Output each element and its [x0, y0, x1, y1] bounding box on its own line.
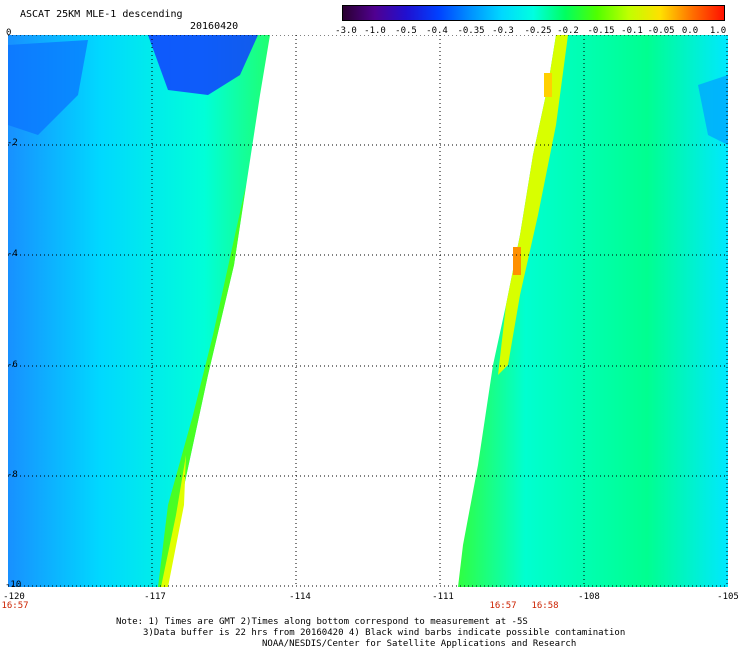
- right-swath-area: [458, 35, 728, 587]
- footnote-line-1: Note: 1) Times are GMT 2)Times along bot…: [116, 617, 528, 627]
- lon-tick-label: -108: [578, 592, 600, 602]
- lat-tick-label: -4: [7, 249, 18, 259]
- lon-tick-label: -105: [717, 592, 739, 602]
- right-swath-orange-spot: [544, 73, 552, 97]
- map-title: ASCAT 25KM MLE-1 descending: [20, 9, 183, 20]
- lon-tick-label: -120: [3, 592, 25, 602]
- lat-tick-label: 0: [6, 28, 12, 38]
- color-scale-label: -0.25: [524, 26, 552, 36]
- right-swath-blue-patch: [698, 75, 728, 145]
- swath-time-label: 16:57: [1, 601, 29, 611]
- color-scale-label: -0.05: [647, 26, 675, 36]
- footnote-credit: NOAA/NESDIS/Center for Satellite Applica…: [262, 639, 577, 649]
- color-scale-label: -3.0: [335, 26, 357, 36]
- color-scale-label: -1.0: [364, 26, 386, 36]
- lon-tick-label: -114: [289, 592, 311, 602]
- left-swath-area: [8, 35, 270, 587]
- right-swath-orange-spot: [513, 247, 521, 275]
- lon-tick-label: -117: [144, 592, 166, 602]
- color-scale-label: -0.15: [587, 26, 615, 36]
- color-scale-label: -0.3: [492, 26, 514, 36]
- left-swath-blue-patch: [8, 40, 88, 135]
- lon-tick-label: -111: [432, 592, 454, 602]
- color-scale-labels: -3.0 -1.0 -0.5 -0.4 -0.35 -0.3 -0.25 -0.…: [0, 26, 740, 38]
- left-swath-green-edge: [158, 185, 246, 587]
- left-swath-blue-patch: [148, 35, 258, 95]
- swath-time-label: 16:58: [531, 601, 559, 611]
- lat-tick-label: -8: [7, 470, 18, 480]
- lat-tick-label: -10: [5, 580, 22, 590]
- lat-tick-label: -6: [7, 360, 18, 370]
- color-scale-label: -0.2: [557, 26, 579, 36]
- color-scale-bar: [342, 5, 725, 21]
- wind-field-map: [8, 35, 728, 587]
- color-scale-label: 1.0: [709, 26, 727, 36]
- right-swath-yellow-edge: [498, 35, 568, 375]
- color-scale-label: -0.35: [457, 26, 485, 36]
- color-scale-label: -0.1: [621, 26, 643, 36]
- left-swath: [8, 35, 270, 587]
- lat-tick-label: -2: [7, 138, 18, 148]
- right-swath: [458, 35, 728, 587]
- color-scale-label: 0.0: [681, 26, 699, 36]
- color-scale-label: -0.5: [395, 26, 417, 36]
- graticule: [8, 35, 728, 587]
- map-date: 20160420: [190, 21, 239, 32]
- color-scale-label: -0.4: [426, 26, 448, 36]
- swath-time-label: 16:57: [489, 601, 517, 611]
- footnote-line-2: 3)Data buffer is 22 hrs from 20160420 4)…: [143, 628, 626, 638]
